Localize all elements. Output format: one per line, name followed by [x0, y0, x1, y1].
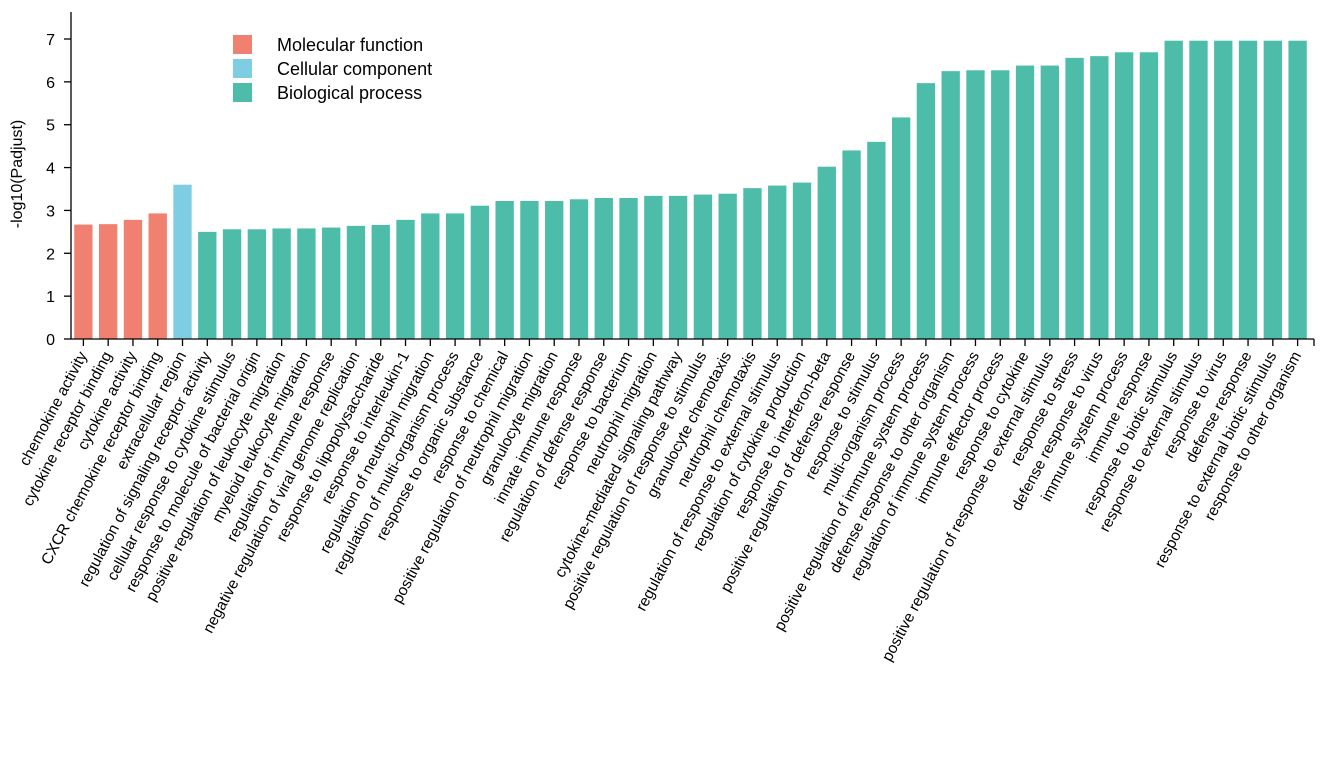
legend-swatch — [233, 83, 252, 102]
bar — [817, 166, 836, 339]
legend-swatch — [233, 35, 252, 54]
y-tick-label: 6 — [46, 75, 55, 92]
bar — [693, 194, 713, 339]
y-tick-label: 4 — [46, 161, 55, 178]
legend: Molecular function Cellular component Biol… — [233, 35, 432, 103]
legend-swatch — [233, 59, 252, 78]
bar — [991, 70, 1010, 339]
bar — [668, 195, 688, 339]
bar — [1139, 52, 1159, 339]
bar — [1065, 57, 1084, 340]
bar — [173, 184, 192, 339]
legend-label: Molecular function — [277, 35, 423, 55]
bar — [222, 229, 242, 339]
bar — [322, 227, 341, 339]
bar — [743, 188, 762, 339]
legend-label: Cellular component — [277, 59, 432, 79]
bar — [842, 150, 861, 339]
bar — [1288, 40, 1307, 340]
bar — [421, 213, 440, 339]
bar — [891, 117, 911, 340]
bar — [1189, 40, 1208, 340]
bar — [1015, 65, 1035, 339]
axes-group: 0 1 2 3 4 5 6 7 — [46, 12, 1315, 349]
bar — [198, 231, 217, 339]
y-tick-label: 2 — [46, 246, 55, 263]
bar — [867, 141, 886, 339]
bar — [1263, 40, 1282, 340]
bar — [768, 185, 787, 339]
bar — [1040, 65, 1059, 339]
bar — [148, 213, 167, 339]
bar — [619, 198, 638, 339]
bar — [123, 219, 143, 339]
y-tick-label: 5 — [46, 118, 55, 135]
bar — [1238, 40, 1258, 340]
bar — [916, 83, 936, 339]
bar — [1090, 56, 1109, 339]
bar — [644, 195, 663, 339]
bar — [99, 224, 118, 339]
bar — [247, 229, 267, 339]
y-axis-label: -log10(Padjust) — [9, 120, 26, 229]
bar — [346, 225, 366, 339]
bar — [941, 71, 960, 339]
bar — [1164, 40, 1183, 340]
bars-group — [74, 40, 1307, 340]
y-tick-label: 7 — [46, 32, 55, 49]
bar — [1214, 40, 1233, 340]
bar — [470, 205, 490, 339]
bar — [445, 213, 465, 339]
y-tick-label: 0 — [46, 332, 55, 349]
bar — [594, 198, 613, 339]
bar — [1114, 52, 1134, 339]
y-tick-label: 3 — [46, 203, 55, 220]
bar — [371, 225, 390, 339]
bar — [74, 224, 93, 339]
bar — [495, 201, 514, 339]
legend-label: Biological process — [277, 83, 422, 103]
bar — [966, 70, 985, 339]
bar — [297, 228, 316, 339]
bar — [520, 201, 539, 339]
bar — [396, 219, 415, 339]
bar — [272, 228, 291, 339]
bar — [545, 201, 564, 339]
bar — [569, 199, 589, 339]
bar — [718, 193, 737, 339]
y-tick-label: 1 — [46, 289, 55, 306]
bar — [792, 182, 812, 339]
